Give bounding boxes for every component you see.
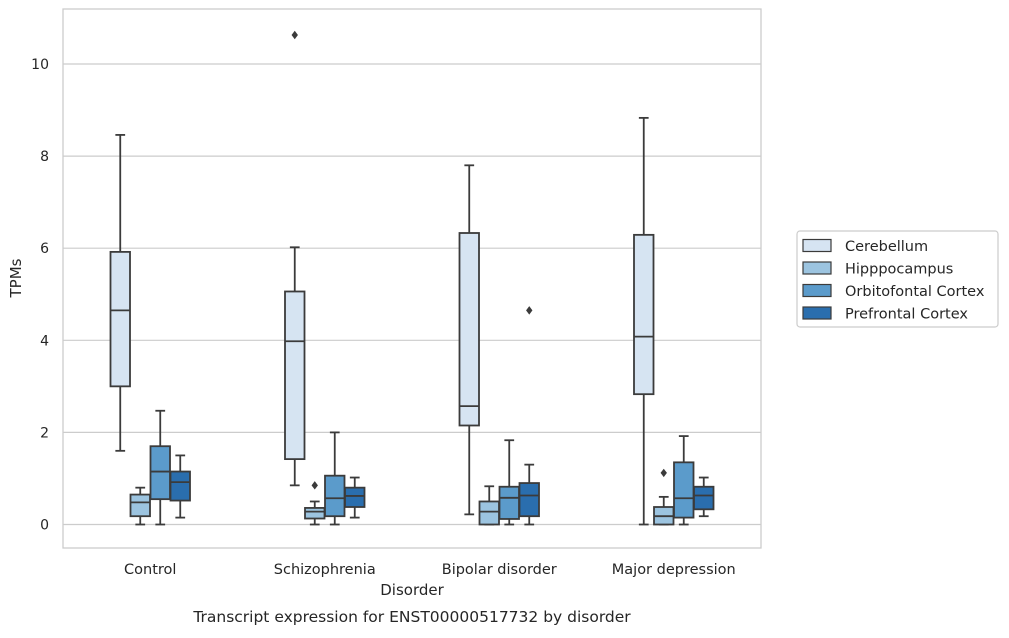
y-tick-label: 10 (31, 57, 49, 73)
box-1-0 (129, 486, 151, 526)
box-1-3 (653, 468, 675, 526)
legend-swatch (802, 283, 832, 298)
box-3-3 (693, 476, 715, 518)
legend-label: Orbitofontal Cortex (845, 284, 985, 300)
y-tick-label: 0 (40, 518, 49, 534)
box-2-0 (149, 409, 171, 526)
legend: Cerebellum Hipppocampus Orbitofontal Corte… (796, 230, 999, 328)
iqr-box (109, 250, 131, 388)
box-2-1 (324, 431, 346, 526)
legend-label: Prefrontal Cortex (845, 307, 968, 323)
iqr-box (498, 485, 520, 520)
box-0-3 (633, 116, 655, 526)
legend-label: Cerebellum (845, 239, 928, 255)
legend-label: Hipppocampus (845, 262, 953, 278)
y-axis-label: TPMs (7, 258, 25, 298)
y-tick-label: 4 (40, 333, 49, 349)
plot-area-frame (62, 8, 762, 549)
iqr-box (673, 461, 695, 519)
legend-swatch (802, 238, 832, 253)
box-3-2 (518, 306, 540, 526)
iqr-box (344, 486, 366, 508)
outlier-point (526, 306, 533, 315)
box-3-1 (344, 476, 366, 519)
box-0-2 (458, 164, 480, 516)
x-tick-label: Schizophrenia (274, 562, 376, 578)
box-2-3 (673, 435, 695, 526)
y-tick-label: 6 (40, 241, 49, 257)
box-1-1 (304, 481, 326, 526)
box-3-0 (169, 454, 191, 519)
iqr-box (129, 493, 151, 518)
outlier-point (660, 468, 667, 478)
box-1-2 (478, 485, 500, 526)
iqr-box (149, 445, 171, 501)
box-0-0 (109, 134, 131, 452)
x-axis-label: Disorder (380, 581, 444, 599)
iqr-box (304, 507, 326, 520)
legend-swatch (802, 261, 832, 275)
x-tick-label: Major depression (612, 562, 736, 578)
iqr-box (284, 290, 306, 461)
x-tick-labels: Control Schizophrenia Bipolar disorder Majo… (124, 562, 736, 578)
iqr-box (169, 470, 191, 502)
y-tick-labels: 0 2 4 6 8 10 (31, 57, 49, 534)
box-0-1 (284, 30, 306, 487)
legend-frame (796, 230, 999, 328)
chart-caption: Transcript expression for ENST0000051773… (192, 608, 631, 626)
outlier-point (311, 481, 318, 490)
x-tick-label: Bipolar disorder (442, 562, 557, 578)
box-series (109, 30, 715, 526)
iqr-box (458, 232, 480, 427)
legend-swatch (802, 306, 832, 320)
iqr-box (633, 233, 655, 396)
iqr-box (518, 482, 540, 518)
y-tick-label: 2 (40, 425, 49, 441)
iqr-box (478, 500, 500, 526)
outlier-point (291, 30, 298, 40)
y-tick-label: 8 (40, 149, 49, 165)
iqr-box (693, 485, 715, 511)
box-2-2 (498, 439, 520, 526)
iqr-box (324, 474, 346, 518)
x-tick-label: Control (124, 562, 176, 578)
